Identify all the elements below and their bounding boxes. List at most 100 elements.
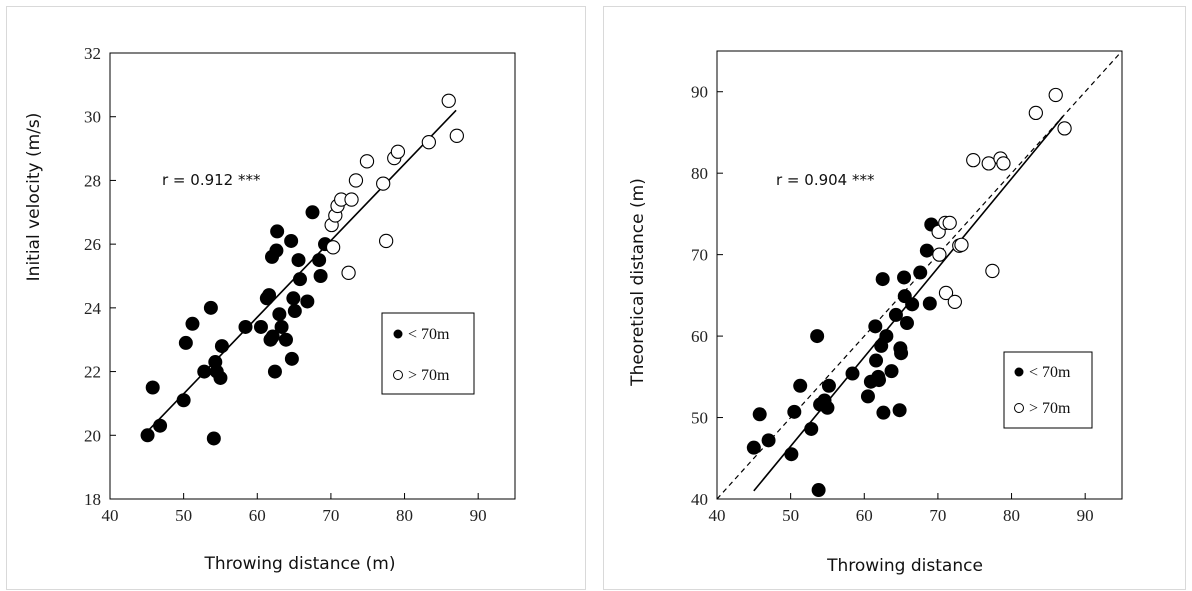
data-point-over-70	[1057, 121, 1072, 136]
data-point-under-70	[203, 300, 218, 315]
data-point-under-70	[269, 243, 284, 258]
data-point-over-70	[954, 237, 969, 253]
x-tick-label: 60	[249, 506, 266, 525]
data-point-over-70	[378, 233, 394, 249]
data-point-over-70	[449, 128, 464, 143]
legend-label-under-70: < 70m	[1029, 364, 1071, 381]
x-tick-label: 70	[322, 506, 339, 525]
x-tick-label: 50	[175, 506, 192, 525]
data-point-over-70	[1048, 87, 1063, 103]
chart-panel-left: 40 50 60 70 80 90 18 20 22 24 26 28 30 32 r = 0.912 *…	[6, 6, 586, 590]
data-point-under-70	[214, 339, 229, 354]
data-point-under-70	[899, 316, 914, 331]
data-point-over-70	[938, 285, 954, 301]
y-tick-label: 80	[691, 164, 708, 183]
data-point-under-70	[845, 366, 860, 381]
y-tick-label: 26	[84, 235, 101, 254]
regression-line	[146, 109, 457, 433]
data-point-under-70	[267, 364, 282, 379]
y-axis-label: Theoretical distance (m)	[628, 178, 648, 387]
data-point-under-70	[176, 393, 191, 408]
data-point-over-70	[981, 156, 996, 171]
legend: < 70m > 70m	[1003, 351, 1093, 429]
plot-frame	[716, 50, 1123, 500]
legend-marker-open	[393, 370, 403, 380]
legend: < 70m > 70m	[381, 312, 475, 395]
data-point-over-70	[348, 173, 364, 188]
data-point-under-70	[291, 253, 306, 268]
chart-left: 40 50 60 70 80 90 18 20 22 24 26 28 30 32 r = 0.912 *…	[24, 44, 516, 574]
plot-layer: 40 50 60 70 80 90 40 50 60 70 80 90	[691, 50, 1123, 525]
legend-marker-filled	[393, 329, 403, 339]
chart-panel-right: 40 50 60 70 80 90 40 50 60 70 80 90 r = 0.904 *** <…	[603, 6, 1186, 590]
data-point-over-70	[341, 265, 356, 280]
x-tick-label: 80	[396, 506, 413, 525]
data-point-under-70	[888, 307, 903, 322]
data-point-under-70	[860, 389, 875, 404]
legend-label-over-70: > 70m	[408, 367, 450, 384]
chart-right: 40 50 60 70 80 90 40 50 60 70 80 90 r = 0.904 *** <…	[628, 50, 1123, 576]
data-point-over-70	[966, 152, 981, 168]
data-point-under-70	[197, 364, 212, 379]
y-tick-label: 32	[84, 44, 101, 63]
data-point-over-70	[359, 154, 375, 169]
data-point-over-70	[376, 176, 391, 191]
data-point-under-70	[793, 378, 808, 393]
y-tick-label: 90	[691, 83, 708, 102]
data-point-over-70	[421, 135, 436, 150]
data-point-under-70	[287, 304, 302, 319]
plot-frame	[109, 52, 516, 500]
data-point-under-70	[284, 233, 299, 248]
data-point-over-70	[932, 247, 947, 262]
x-tick-label: 80	[1003, 506, 1020, 525]
data-point-over-70	[985, 263, 1000, 279]
data-point-under-70	[305, 205, 320, 220]
x-tick-label: 90	[470, 506, 487, 525]
legend-marker-filled	[1014, 367, 1024, 377]
data-point-under-70	[284, 351, 299, 366]
legend-label-under-70: < 70m	[408, 326, 450, 343]
data-point-under-70	[810, 329, 825, 344]
data-point-under-70	[313, 269, 328, 283]
data-point-under-70	[894, 346, 909, 361]
data-point-under-70	[278, 332, 293, 347]
x-tick-label: 70	[929, 506, 946, 525]
y-tick-label: 70	[691, 246, 708, 265]
x-tick-label: 40	[102, 506, 119, 525]
data-point-under-70	[897, 270, 912, 285]
data-point-under-70	[253, 319, 268, 334]
data-point-under-70	[821, 378, 836, 393]
x-tick-label: 60	[856, 506, 873, 525]
data-point-under-70	[787, 404, 802, 419]
data-point-under-70	[752, 407, 767, 422]
data-point-under-70	[784, 447, 799, 462]
data-point-under-70	[312, 253, 327, 268]
data-point-over-70	[1028, 105, 1043, 121]
data-point-under-70	[905, 297, 920, 312]
data-point-under-70	[879, 329, 894, 344]
data-point-over-70	[947, 294, 962, 310]
data-point-under-70	[922, 296, 937, 311]
data-point-under-70	[820, 400, 835, 415]
data-point-under-70	[804, 421, 819, 436]
data-point-under-70	[913, 265, 928, 280]
y-tick-label: 40	[691, 490, 708, 509]
y-tick-label: 28	[84, 171, 101, 190]
x-tick-label: 90	[1077, 506, 1094, 525]
data-point-under-70	[140, 428, 155, 443]
plot-layer: 40 50 60 70 80 90 18 20 22 24 26 28 30 32	[84, 44, 516, 525]
data-point-under-70	[869, 353, 884, 368]
x-tick-label: 40	[709, 506, 726, 525]
data-point-under-70	[274, 319, 289, 334]
y-tick-label: 24	[84, 299, 102, 318]
y-tick-label: 60	[691, 327, 708, 346]
data-point-under-70	[185, 316, 200, 331]
data-point-over-70	[325, 240, 341, 255]
data-point-over-70	[996, 156, 1011, 171]
y-tick-label: 30	[84, 108, 101, 127]
data-point-under-70	[153, 418, 168, 433]
data-point-under-70	[265, 329, 280, 344]
data-point-under-70	[892, 403, 907, 418]
data-point-under-70	[919, 243, 934, 258]
data-point-under-70	[761, 433, 776, 448]
